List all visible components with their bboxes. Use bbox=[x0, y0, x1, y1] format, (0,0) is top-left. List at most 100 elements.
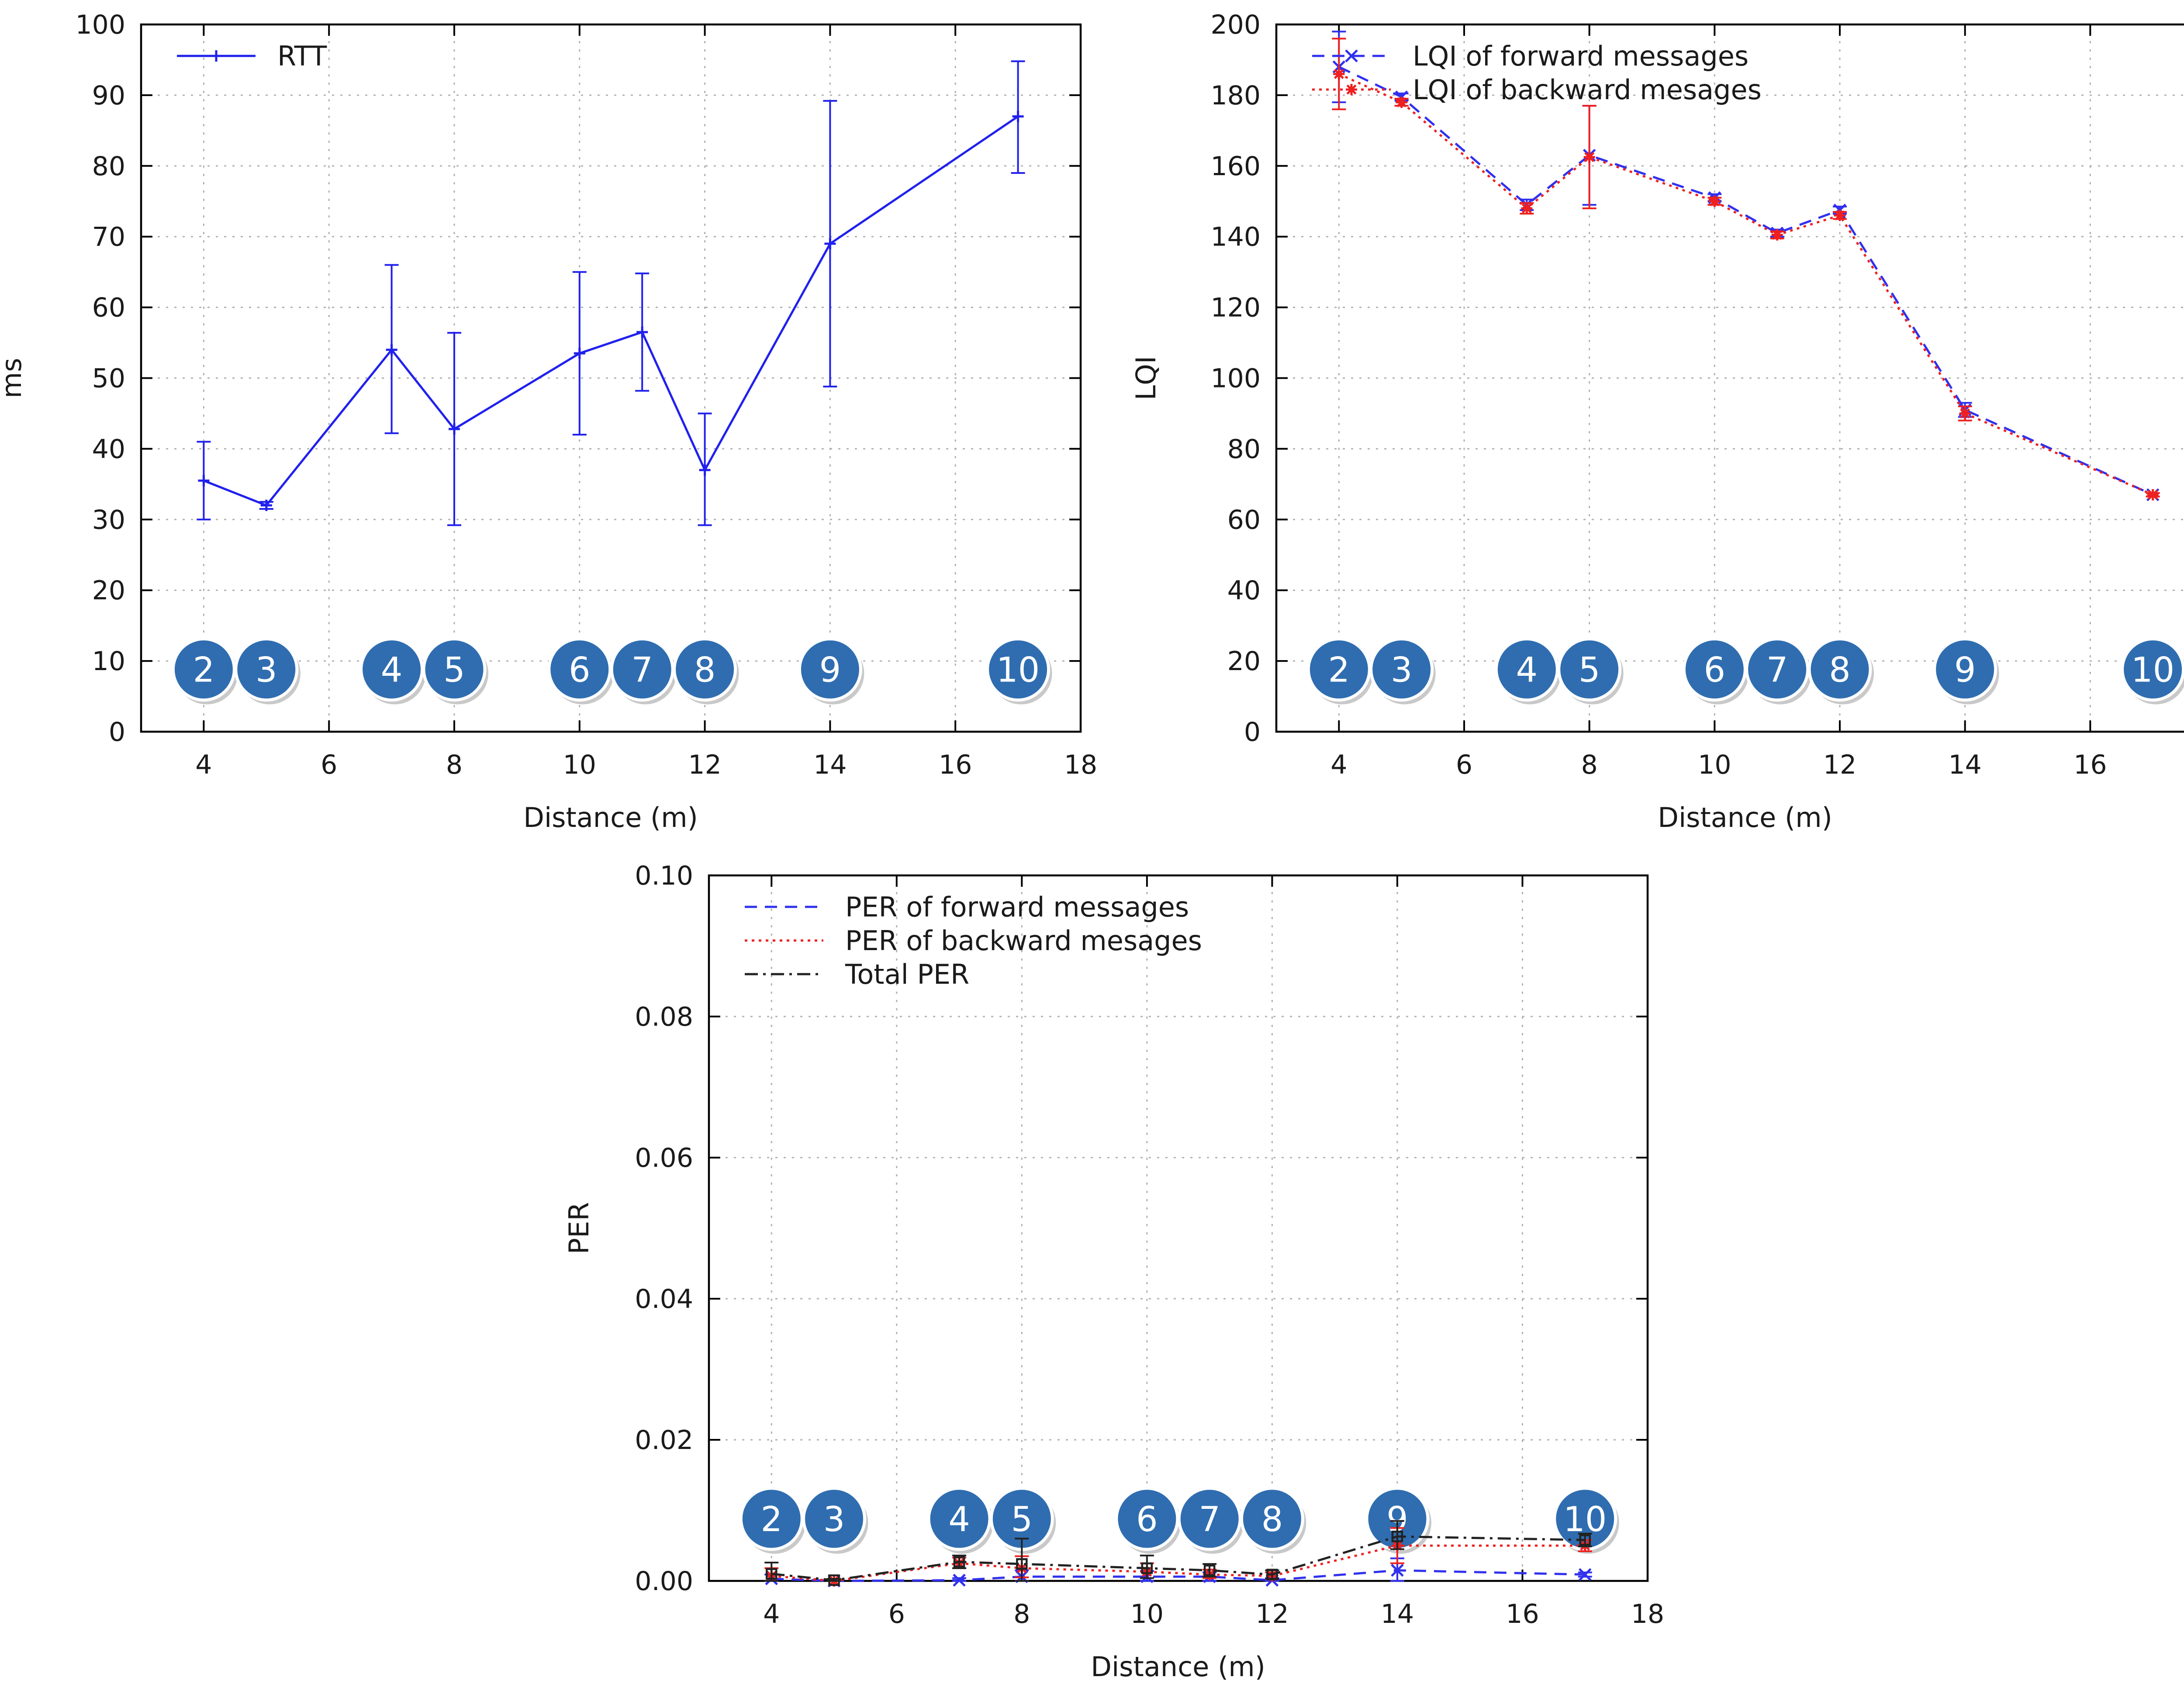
position-marker-label: 2 bbox=[760, 1500, 782, 1539]
x-axis-label: Distance (m) bbox=[1091, 1651, 1265, 1683]
position-marker: 3 bbox=[802, 1487, 868, 1554]
data-point bbox=[1583, 151, 1595, 163]
data-point bbox=[386, 344, 397, 356]
position-marker: 7 bbox=[1745, 637, 1811, 705]
position-marker: 10 bbox=[1553, 1487, 1619, 1554]
position-marker: 5 bbox=[1557, 637, 1624, 705]
y-axis-label: ms bbox=[0, 358, 28, 398]
y-tick-label: 20 bbox=[92, 575, 125, 606]
data-point bbox=[1579, 1534, 1591, 1546]
position-marker-label: 6 bbox=[1704, 651, 1726, 690]
data-point bbox=[1834, 210, 1845, 221]
x-tick-label: 12 bbox=[1823, 750, 1856, 780]
y-tick-label: 70 bbox=[92, 222, 125, 252]
series-per-of-forward-messages bbox=[764, 1557, 1592, 1587]
data-point bbox=[574, 347, 585, 359]
y-tick-label: 0.04 bbox=[635, 1284, 693, 1314]
position-marker: 4 bbox=[927, 1487, 994, 1554]
position-marker-label: 10 bbox=[996, 651, 1040, 690]
series-line bbox=[771, 1535, 1585, 1581]
data-point bbox=[953, 1573, 966, 1587]
x-tick-label: 6 bbox=[1456, 750, 1472, 780]
legend-label: PER of backward mesages bbox=[845, 925, 1202, 957]
legend-label: RTT bbox=[277, 40, 327, 72]
y-tick-label: 160 bbox=[1210, 151, 1261, 182]
y-tick-label: 20 bbox=[1227, 646, 1261, 677]
y-tick-label: 0 bbox=[109, 717, 125, 747]
data-point bbox=[1266, 1569, 1278, 1580]
y-tick-label: 0.02 bbox=[635, 1425, 693, 1456]
position-marker: 5 bbox=[422, 637, 488, 705]
position-marker: 9 bbox=[798, 637, 864, 705]
position-marker-label: 9 bbox=[819, 651, 841, 690]
data-point bbox=[1771, 229, 1783, 241]
position-marker: 6 bbox=[1682, 637, 1749, 705]
y-tick-label: 80 bbox=[92, 151, 125, 182]
position-marker-circle bbox=[1240, 1487, 1304, 1551]
position-marker-circle bbox=[673, 637, 737, 702]
x-tick-label: 8 bbox=[1013, 1599, 1030, 1629]
position-marker-label: 5 bbox=[443, 651, 465, 690]
position-marker: 2 bbox=[1306, 637, 1373, 705]
legend-label: PER of forward messages bbox=[845, 891, 1189, 923]
legend-marker bbox=[211, 50, 222, 62]
plot-frame bbox=[708, 874, 1649, 1582]
data-point bbox=[1203, 1564, 1216, 1577]
series-line bbox=[203, 115, 1019, 507]
y-tick-label: 100 bbox=[1210, 363, 1261, 394]
y-tick-label: 200 bbox=[1210, 10, 1261, 40]
position-marker: 4 bbox=[359, 637, 426, 705]
y-tick-label: 0.10 bbox=[635, 861, 693, 891]
series-rtt bbox=[197, 60, 1025, 526]
y-tick-label: 90 bbox=[92, 80, 125, 111]
position-marker-label: 5 bbox=[1011, 1500, 1033, 1539]
position-marker-circle bbox=[1369, 637, 1434, 702]
x-tick-label: 16 bbox=[939, 750, 972, 780]
position-marker: 9 bbox=[1933, 637, 1999, 705]
x-tick-label: 14 bbox=[1381, 1599, 1414, 1629]
plot-frame bbox=[1275, 23, 2184, 733]
data-point bbox=[1141, 1562, 1153, 1574]
position-marker-circle bbox=[234, 637, 299, 702]
position-marker-label: 7 bbox=[1199, 1500, 1220, 1539]
position-marker-circle bbox=[422, 637, 487, 702]
position-marker-circle bbox=[798, 637, 862, 702]
series-total-per bbox=[764, 1520, 1592, 1586]
y-tick-label: 140 bbox=[1210, 222, 1261, 252]
x-tick-label: 8 bbox=[446, 750, 463, 780]
position-marker: 8 bbox=[1807, 637, 1874, 705]
position-marker-label: 8 bbox=[694, 651, 716, 690]
x-tick-label: 4 bbox=[195, 750, 212, 780]
y-tick-label: 40 bbox=[92, 434, 125, 464]
position-marker-label: 7 bbox=[1766, 651, 1788, 690]
data-point bbox=[1333, 68, 1345, 80]
x-tick-label: 18 bbox=[1064, 750, 1097, 780]
legend-label: LQI of backward mesages bbox=[1413, 74, 1762, 106]
plot-frame bbox=[140, 23, 1082, 733]
data-point bbox=[828, 1574, 840, 1586]
x-tick-label: 4 bbox=[1330, 750, 1347, 780]
data-point bbox=[1396, 97, 1407, 108]
position-marker: 8 bbox=[1240, 1487, 1306, 1554]
series-line bbox=[771, 1569, 1585, 1582]
position-marker-label: 4 bbox=[948, 1500, 970, 1539]
position-marker: 10 bbox=[986, 637, 1052, 705]
data-point bbox=[1578, 1568, 1592, 1581]
position-marker: 6 bbox=[1115, 1487, 1181, 1554]
position-marker-circle bbox=[2121, 637, 2184, 702]
data-point bbox=[1391, 1564, 1404, 1577]
x-tick-label: 16 bbox=[2073, 750, 2107, 780]
y-axis-label: PER bbox=[563, 1202, 595, 1255]
position-marker-label: 3 bbox=[256, 651, 277, 690]
x-tick-label: 8 bbox=[1581, 750, 1598, 780]
y-axis-label: LQI bbox=[1130, 356, 1162, 401]
position-marker: 6 bbox=[547, 637, 614, 705]
position-marker-label: 8 bbox=[1829, 651, 1851, 690]
series-line bbox=[1338, 66, 2153, 496]
position-marker: 3 bbox=[234, 637, 301, 705]
x-tick-label: 18 bbox=[1631, 1599, 1664, 1629]
y-tick-label: 0.00 bbox=[635, 1566, 693, 1597]
x-tick-label: 14 bbox=[1948, 750, 1981, 780]
y-tick-label: 0.06 bbox=[635, 1143, 693, 1173]
chart-per: 4 6 8 10 12 14 16 18 0.00 0.02 0.04 0.06 0.08 0.10 Dis… bbox=[563, 861, 1664, 1683]
